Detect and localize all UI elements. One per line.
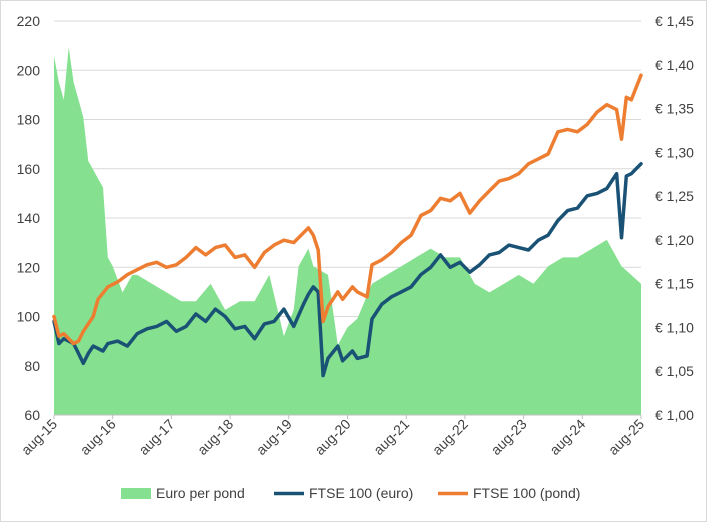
x-tick-label: aug-20 <box>311 416 353 458</box>
x-tick-label: aug-24 <box>546 416 588 458</box>
x-axis: aug-15 aug-16 aug-17 aug-18 aug-19 aug-20 aug-… <box>18 414 647 458</box>
y-left-tick-label: 140 <box>17 210 41 226</box>
y-right-tick-label: € 1,45 <box>655 13 694 29</box>
legend-label: FTSE 100 (euro) <box>309 485 413 501</box>
line-layer <box>52 73 643 378</box>
legend-label: Euro per pond <box>156 485 245 501</box>
y-left-axis: 60 80 100 120 140 160 180 200 220 <box>17 13 41 423</box>
x-tick-label: aug-22 <box>429 416 471 458</box>
legend-swatch <box>121 488 151 499</box>
x-tick-label: aug-18 <box>194 416 236 458</box>
legend-label: FTSE 100 (pond) <box>473 485 580 501</box>
y-right-axis: € 1,00 € 1,05 € 1,10 € 1,15 € 1,20 € 1,25 € 1,… <box>655 13 694 423</box>
area-layer <box>54 47 641 416</box>
y-right-tick-label: € 1,20 <box>655 232 694 248</box>
y-left-tick-label: 180 <box>17 112 41 128</box>
y-left-tick-label: 120 <box>17 259 41 275</box>
x-tick-label: aug-21 <box>370 416 412 458</box>
y-left-tick-label: 60 <box>24 407 40 423</box>
y-left-tick-label: 160 <box>17 161 41 177</box>
y-right-tick-label: € 1,25 <box>655 188 694 204</box>
y-left-tick-label: 80 <box>24 358 40 374</box>
y-right-tick-label: € 1,15 <box>655 276 694 292</box>
y-right-tick-label: € 1,00 <box>655 407 694 423</box>
y-right-tick-label: € 1,10 <box>655 319 694 335</box>
y-right-tick-label: € 1,05 <box>655 363 694 379</box>
series-euro-per-pond <box>54 47 641 416</box>
y-left-tick-label: 220 <box>17 13 41 29</box>
legend: Euro per pond FTSE 100 (euro) FTSE 100 (po… <box>121 485 580 501</box>
x-tick-label: aug-25 <box>605 416 647 458</box>
y-left-tick-label: 100 <box>17 309 41 325</box>
x-tick-label: aug-17 <box>135 416 177 458</box>
y-right-tick-label: € 1,40 <box>655 57 694 73</box>
series-ftse-100-pond <box>52 73 643 346</box>
series-ftse-100-euro <box>52 162 643 378</box>
x-tick-label: aug-23 <box>488 416 530 458</box>
y-left-tick-label: 200 <box>17 62 41 78</box>
x-tick-label: aug-16 <box>77 416 119 458</box>
x-tick-label: aug-19 <box>253 416 295 458</box>
y-right-tick-label: € 1,35 <box>655 101 694 117</box>
y-right-tick-label: € 1,30 <box>655 144 694 160</box>
